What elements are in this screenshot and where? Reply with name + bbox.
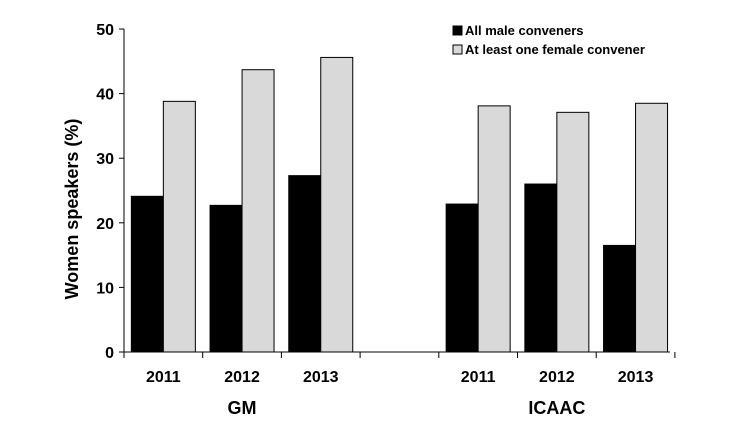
y-tick-label: 0 — [105, 345, 114, 362]
bar-gm-2011-male — [130, 195, 164, 353]
bar-gm-2011-female — [162, 100, 196, 353]
legend-swatch-0 — [452, 25, 463, 36]
axes: 0 10 20 30 40 50 2011 2012 2013 GM 2011 2012 2013 ICA… — [96, 22, 676, 418]
x-tick-label: 2012 — [539, 369, 575, 386]
x-tick-label: 2011 — [146, 369, 181, 386]
y-tick-label: 10 — [96, 280, 114, 297]
x-tick-label: 2013 — [618, 369, 654, 386]
legend-label-0: All male conveners — [465, 23, 584, 38]
bar-icaac-2011-female — [477, 105, 511, 353]
bar-gm-2013-female — [320, 56, 354, 353]
x-tick-label: 2011 — [461, 369, 496, 386]
bar-gm-2013-male — [288, 175, 322, 353]
y-tick-label: 50 — [96, 22, 114, 39]
x-tick-label: 2012 — [224, 369, 260, 386]
bar-icaac-2013-male — [603, 244, 637, 353]
bar-icaac-2012-male — [524, 183, 558, 353]
bar-icaac-2012-female — [556, 111, 590, 353]
group-label-gm: GM — [228, 398, 257, 418]
y-tick-label: 30 — [96, 151, 114, 168]
y-tick-label: 40 — [96, 87, 114, 104]
y-tick-label: 20 — [96, 216, 114, 233]
bar-gm-2012-female — [241, 69, 275, 353]
x-tick-label: 2013 — [303, 369, 339, 386]
bar-gm-2012-male — [209, 204, 243, 353]
group-label-icaac: ICAAC — [528, 398, 585, 418]
legend: All male conveners At least one female co… — [452, 23, 645, 57]
bars — [130, 56, 669, 353]
legend-label-1: At least one female convener — [465, 42, 645, 57]
y-axis-label: Women speakers (%) — [62, 119, 82, 300]
legend-swatch-1 — [452, 44, 463, 55]
bar-icaac-2011-male — [445, 203, 479, 353]
bar-icaac-2013-female — [635, 102, 669, 353]
